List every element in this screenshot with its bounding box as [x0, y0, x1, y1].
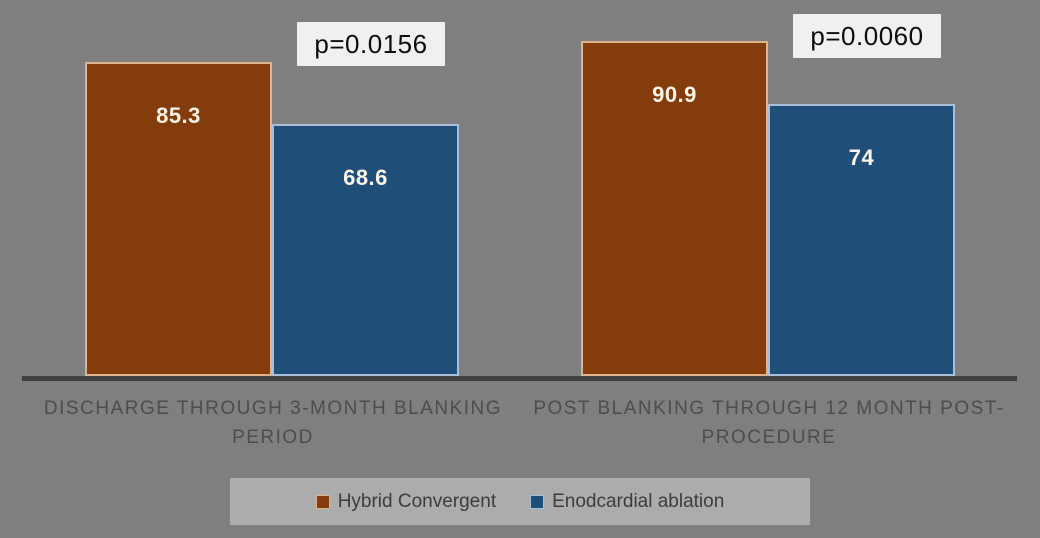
p-value-box-1: p=0.0156	[297, 22, 445, 66]
category-label-post-blanking: POST BLANKING THROUGH 12 MONTH POST-PROC…	[533, 398, 1005, 448]
bar-enodcardial-ablation-1: 68.6	[272, 124, 459, 376]
bar-value-label-hybrid-convergent-2: 90.9	[652, 82, 697, 107]
p-value-text-2: p=0.0060	[810, 20, 924, 51]
bar-value-label-enodcardial-ablation-2: 74	[848, 145, 875, 170]
bar-value-label-enodcardial-ablation-1: 68.6	[343, 165, 388, 190]
legend-label-enodcardial-ablation: Enodcardial ablation	[552, 490, 725, 512]
category-label-discharge-blanking: DISCHARGE THROUGH 3-MONTH BLANKING PERIO…	[43, 398, 503, 448]
bar-enodcardial-ablation-2: 74	[768, 104, 955, 376]
p-value-box-2: p=0.0060	[793, 14, 941, 58]
bar-hybrid-convergent-2: 90.9	[581, 41, 768, 376]
bar-hybrid-convergent-1: 85.3	[85, 62, 272, 376]
legend-swatch-enodcardial-ablation-icon	[530, 494, 545, 509]
x-axis-line	[22, 376, 1017, 381]
legend: Hybrid Convergent Enodcardial ablation	[230, 478, 810, 525]
legend-item-enodcardial-ablation: Enodcardial ablation	[530, 491, 724, 513]
legend-item-hybrid-convergent: Hybrid Convergent	[315, 490, 497, 513]
p-value-text-1: p=0.0156	[314, 28, 428, 59]
plot-area: 85.3 90.9 68.6 74	[0, 8, 1040, 376]
bar-value-label-hybrid-convergent-1: 85.3	[156, 103, 201, 128]
legend-swatch-hybrid-convergent-icon	[315, 494, 330, 509]
legend-label-hybrid-convergent: Hybrid Convergent	[337, 490, 497, 512]
